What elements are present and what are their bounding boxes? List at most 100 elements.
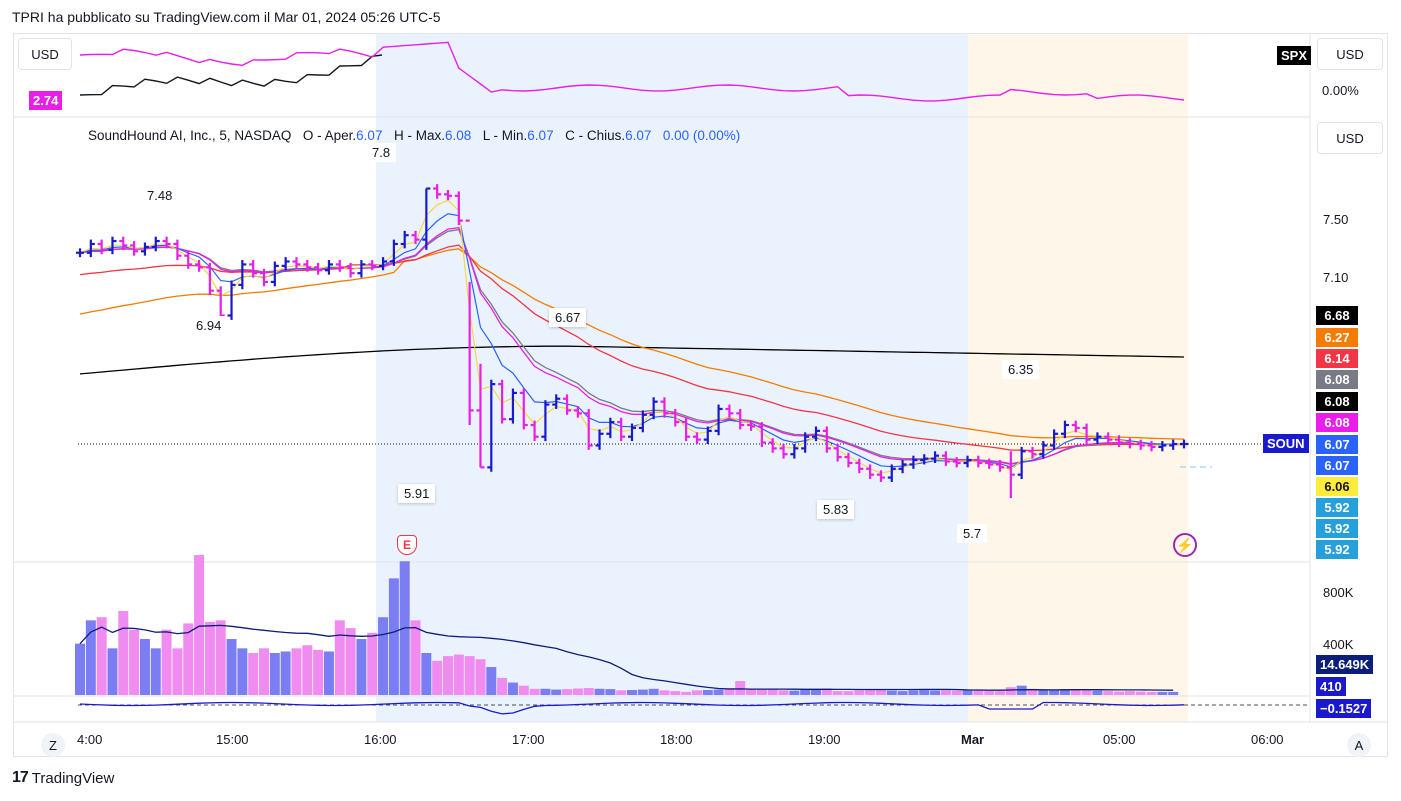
volume-bar-7 [150, 648, 161, 695]
volume-bar-16 [248, 653, 259, 695]
volume-bar-40 [507, 682, 518, 695]
volume-bar-91 [1059, 689, 1070, 695]
volume-bar-71 [843, 691, 854, 695]
volume-bar-92 [1070, 690, 1081, 695]
volume-bar-57 [691, 690, 702, 695]
zoom-reset-button[interactable]: Z [41, 733, 65, 757]
volume-bar-78 [919, 689, 930, 695]
symbol-legend: SoundHound AI, Inc., 5, NASDAQ O - Aper.… [88, 128, 740, 143]
volume-bar-21 [302, 645, 313, 695]
price-tag-2: 6.14 [1316, 349, 1358, 368]
volume-bar-64 [767, 688, 778, 695]
currency-button-right[interactable]: USD [1317, 38, 1383, 70]
volume-bar-5 [129, 629, 140, 695]
time-label-5: 19:00 [808, 732, 841, 747]
volume-bar-26 [356, 639, 367, 695]
volume-bar-17 [259, 648, 269, 695]
relative-strength-line [79, 41, 1185, 102]
volume-bar-23 [323, 651, 334, 695]
volume-bar-3 [107, 648, 118, 695]
volume-bar-39 [497, 677, 508, 695]
legend-name: SoundHound AI, Inc., 5, NASDAQ [88, 128, 292, 143]
time-label-4: 18:00 [660, 732, 693, 747]
volume-bar-14 [226, 639, 237, 695]
volume-bar-33 [432, 660, 443, 695]
chart-frame [13, 33, 1388, 757]
volume-bar-45 [562, 689, 573, 695]
volume-bar-90 [1049, 690, 1060, 695]
volume-bar-67 [800, 690, 811, 695]
currency-button-left[interactable]: USD [18, 38, 72, 70]
volume-bar-101 [1168, 691, 1179, 695]
volume-bar-69 [821, 688, 832, 695]
volume-bar-97 [1124, 691, 1135, 695]
time-label-2: 16:00 [364, 732, 397, 747]
price-tag-9: 5.92 [1316, 498, 1358, 517]
volume-bar-42 [529, 688, 540, 695]
lightning-icon[interactable]: ⚡ [1173, 533, 1197, 557]
volume-bar-94 [1092, 690, 1103, 695]
volume-bar-54 [659, 690, 670, 695]
legend-high-value: 6.08 [444, 128, 472, 143]
price-tick-7-10: 7.10 [1323, 270, 1349, 285]
price-tag-7: 6.07 [1316, 456, 1358, 475]
volume-bar-72 [854, 690, 865, 695]
price-tick-7-50: 7.50 [1323, 212, 1349, 227]
volume-bar-25 [345, 628, 356, 695]
volume-bar-98 [1135, 691, 1146, 695]
symbol-badge-spx[interactable]: SPX [1277, 46, 1312, 65]
volume-bar-8 [161, 629, 172, 695]
price-tag-8: 6.06 [1316, 477, 1358, 496]
volume-bar-18 [269, 653, 280, 695]
footer-brand-text: TradingView [31, 769, 115, 787]
volume-bar-73 [865, 690, 876, 695]
time-label-1: 15:00 [216, 732, 249, 747]
oscillator-line [79, 701, 1185, 715]
volume-bar-32 [421, 653, 432, 695]
volume-bar-100 [1157, 691, 1168, 695]
volume-bar-76 [897, 691, 908, 695]
legend-low-label: L - Min. [482, 128, 528, 143]
session-highlight-blue [376, 34, 968, 722]
volume-bar-84 [984, 690, 995, 695]
time-label-3: 17:00 [512, 732, 545, 747]
price-tag-1: 6.27 [1316, 328, 1358, 347]
symbol-tag-soun: SOUN [1263, 434, 1309, 453]
legend-low-value: 6.07 [527, 128, 554, 143]
spx-value-badge: 2.74 [29, 91, 63, 110]
volume-bar-52 [637, 689, 648, 695]
legend-open-value: 6.07 [356, 128, 383, 143]
volume-bar-37 [475, 659, 486, 695]
volume-tick-800k: 800K [1323, 585, 1354, 600]
volume-bar-19 [280, 651, 291, 695]
oscillator-value-tag: −0.1527 [1316, 699, 1372, 718]
volume-bar-1 [85, 620, 96, 695]
volume-bar-24 [334, 620, 345, 695]
volume-bar-55 [670, 691, 681, 695]
auto-scale-button[interactable]: A [1347, 733, 1371, 757]
time-label-6: Mar [961, 732, 985, 747]
annotation-5-83: 5.83 [817, 500, 855, 519]
volume-bar-63 [756, 689, 767, 695]
volume-bar-60 [724, 688, 735, 695]
volume-bar-2 [96, 617, 107, 695]
volume-bar-68 [811, 689, 821, 695]
volume-bar-12 [204, 621, 215, 695]
volume-bar-99 [1146, 691, 1157, 695]
currency-button-main[interactable]: USD [1317, 122, 1383, 154]
volume-bar-13 [215, 620, 226, 695]
volume-bar-6 [139, 639, 150, 695]
price-tag-0: 6.68 [1316, 306, 1358, 325]
earnings-marker[interactable]: E [397, 535, 417, 555]
footer-brand[interactable]: 17 TradingView [12, 769, 114, 787]
legend-close-label: C - Chius. [565, 128, 626, 143]
volume-bar-79 [930, 690, 941, 695]
volume-bar-70 [832, 691, 843, 695]
volume-bar-29 [388, 578, 399, 695]
volume-bar-75 [886, 690, 897, 695]
volume-value-tag: 14.649K [1316, 655, 1374, 674]
ma-line-black [79, 345, 1185, 375]
volume-bar-58 [702, 690, 713, 695]
annotation-high-7-8: 7.8 [366, 143, 397, 162]
